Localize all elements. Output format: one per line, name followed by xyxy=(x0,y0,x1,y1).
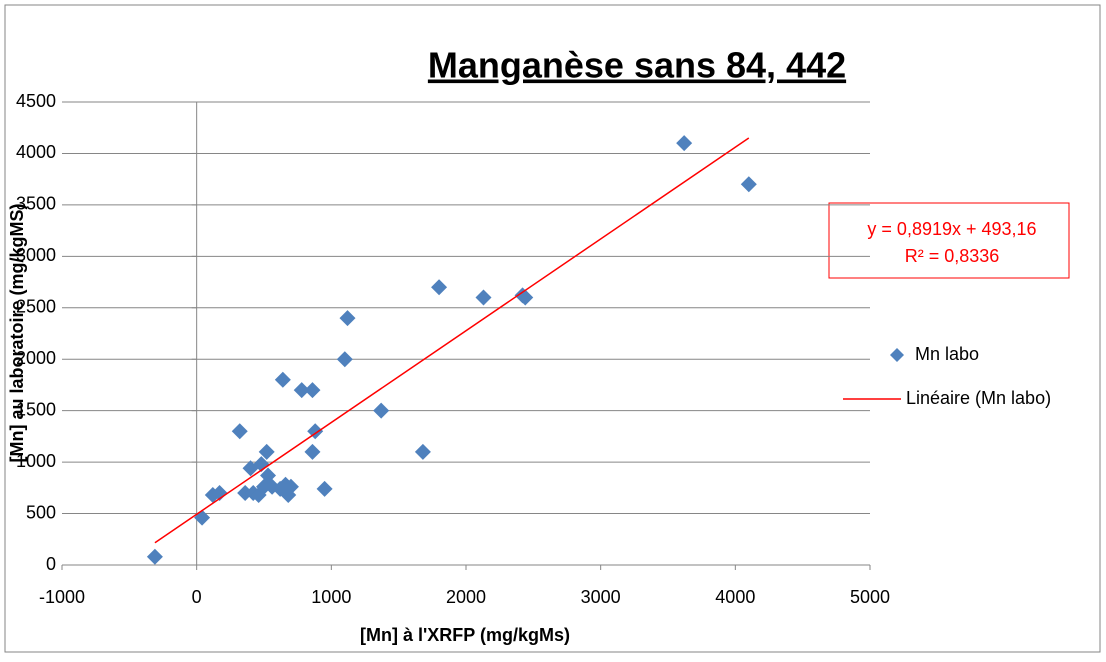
point xyxy=(258,443,275,460)
point xyxy=(414,443,431,460)
point xyxy=(211,484,228,501)
x-tick-label: 1000 xyxy=(311,587,351,607)
y-tick-label: 4000 xyxy=(16,142,56,162)
point xyxy=(282,478,299,495)
x-tick-label: 4000 xyxy=(715,587,755,607)
point xyxy=(740,176,757,193)
legend-label: Linéaire (Mn labo) xyxy=(906,388,1051,408)
legend-label: Mn labo xyxy=(915,344,979,364)
point xyxy=(237,484,254,501)
y-tick-label: 4500 xyxy=(16,91,56,111)
y-tick-label: 1500 xyxy=(16,399,56,419)
point xyxy=(339,310,356,327)
point xyxy=(304,382,321,399)
trend-equation: y = 0,8919x + 493,16 xyxy=(867,219,1036,239)
x-tick-label: 3000 xyxy=(581,587,621,607)
x-tick-label: -1000 xyxy=(39,587,85,607)
y-tick-label: 1000 xyxy=(16,451,56,471)
point xyxy=(293,382,310,399)
point xyxy=(431,279,448,296)
y-tick-label: 0 xyxy=(46,554,56,574)
x-tick-label: 5000 xyxy=(850,587,890,607)
y-tick-label: 2500 xyxy=(16,297,56,317)
point xyxy=(231,423,248,440)
point xyxy=(274,371,291,388)
y-tick-label: 3000 xyxy=(16,245,56,265)
legend-marker xyxy=(890,348,904,362)
point xyxy=(307,423,324,440)
point xyxy=(475,289,492,306)
point xyxy=(316,480,333,497)
point xyxy=(373,402,390,419)
x-axis-title: [Mn] à l'XRFP (mg/kgMs) xyxy=(360,625,570,645)
y-tick-label: 2000 xyxy=(16,348,56,368)
y-axis-title: [Mn] au laboratoire (mg/kgMS) xyxy=(7,203,27,462)
x-tick-label: 2000 xyxy=(446,587,486,607)
chart-title: Manganèse sans 84, 442 xyxy=(428,45,846,86)
y-tick-label: 3500 xyxy=(16,194,56,214)
y-tick-label: 500 xyxy=(26,502,56,522)
point xyxy=(304,443,321,460)
chart-border xyxy=(4,4,1101,653)
point xyxy=(146,548,163,565)
equation-box xyxy=(828,202,1070,279)
point xyxy=(194,509,211,526)
trend-r2: R² = 0,8336 xyxy=(905,246,1000,266)
x-tick-label: 0 xyxy=(192,587,202,607)
point xyxy=(336,351,353,368)
point xyxy=(676,135,693,152)
trendline xyxy=(154,137,750,544)
